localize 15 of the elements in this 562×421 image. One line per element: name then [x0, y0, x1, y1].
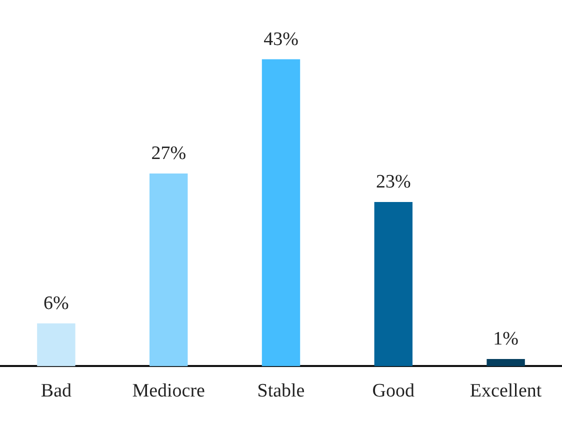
data-label: 27% [151, 142, 186, 164]
bar [374, 202, 413, 366]
bar [37, 323, 76, 366]
x-tick-label: Excellent [470, 380, 542, 402]
x-tick-label: Bad [40, 380, 72, 402]
x-tick-label: Mediocre [132, 380, 206, 402]
bar [486, 359, 525, 366]
x-tick-label: Stable [257, 380, 305, 402]
data-label: 23% [376, 172, 411, 193]
data-label: 1% [493, 328, 519, 350]
data-label: 6% [44, 292, 70, 314]
data-label: 43% [264, 28, 299, 50]
bar [262, 59, 300, 366]
bar [149, 173, 188, 366]
x-tick-label: Good [372, 380, 416, 402]
